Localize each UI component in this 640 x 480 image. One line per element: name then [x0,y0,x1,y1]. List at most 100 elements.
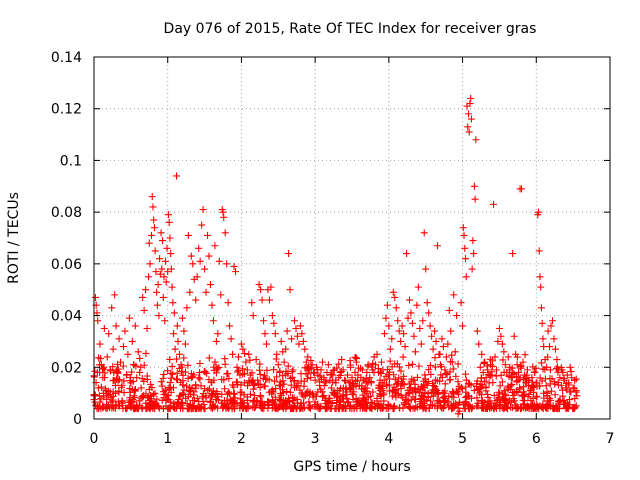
data-point [405,296,413,304]
baseline-point [572,402,580,410]
data-point [394,317,402,325]
data-point [453,312,461,320]
data-point [497,332,505,340]
data-point [164,211,172,219]
data-point [377,358,385,366]
data-point [571,376,579,384]
data-point [416,325,424,332]
baseline-point [470,386,478,394]
baseline-point [390,371,398,379]
baseline-point [433,377,441,385]
data-point [268,312,276,320]
data-point [425,309,433,317]
data-point [111,291,119,299]
baseline-point [326,394,334,402]
data-point [193,273,201,281]
data-point [94,317,102,325]
baseline-point [131,387,139,395]
data-point [461,244,469,252]
baseline-point [131,404,139,412]
chart-title: Day 076 of 2015, Rate Of TEC Index for r… [164,21,537,37]
data-point [276,368,284,376]
data-point [156,255,164,263]
baseline-point [279,397,287,405]
baseline-point [249,398,257,406]
baseline-point [184,361,192,369]
baseline-point [397,392,405,400]
data-point [385,322,393,330]
baseline-point [344,398,352,406]
data-point [544,327,552,335]
data-point [146,260,154,268]
data-point [456,407,464,415]
baseline-point [559,392,567,400]
y-tick-label: 0.04 [51,309,82,325]
baseline-point [395,374,403,382]
data-point [262,340,270,348]
baseline-point [138,375,146,383]
data-point [112,322,120,330]
baseline-point [405,380,413,388]
baseline-point [246,356,254,364]
baseline-point [405,397,413,405]
baseline-point [542,382,550,390]
baseline-point [441,395,449,403]
baseline-point [433,404,441,412]
baseline-point [225,375,233,383]
data-point [274,361,282,369]
baseline-point [468,405,476,413]
baseline-point [169,370,177,378]
data-point [478,350,486,358]
data-point [147,231,155,239]
baseline-point [192,384,200,392]
data-point [475,340,483,348]
data-point [302,358,310,366]
baseline-point [102,404,110,412]
data-point [447,327,455,335]
data-point [305,366,313,374]
baseline-point [397,367,405,375]
baseline-point [273,373,281,381]
data-point [249,312,257,320]
data-points [90,94,581,418]
data-point [559,368,567,376]
baseline-point [223,370,231,378]
baseline-point [93,368,101,376]
data-point [431,327,439,335]
baseline-point [179,371,187,379]
baseline-point [449,365,457,373]
data-point [488,371,496,379]
data-point [388,335,396,343]
data-point [436,361,444,369]
data-point [426,322,434,330]
data-point [211,242,219,250]
baseline-point [225,388,233,396]
baseline-point [136,354,144,362]
data-point [367,379,375,387]
data-point [106,366,114,374]
data-point [531,368,539,376]
baseline-point [251,403,259,411]
data-point [242,358,250,366]
data-point [543,363,551,371]
data-point [380,330,388,338]
baseline-point [231,405,239,413]
baseline-point [488,357,496,365]
baseline-point [99,365,107,373]
baseline-point [290,377,298,385]
data-point [239,345,247,353]
data-point [252,356,260,364]
baseline-point [172,375,180,383]
axis-ticks [93,56,611,420]
baseline-point [462,370,470,378]
baseline-point [241,350,249,358]
baseline-point [566,401,574,409]
data-point [539,335,547,343]
baseline-point [284,362,292,370]
data-point [546,343,554,351]
baseline-point [296,386,304,394]
baseline-point [535,382,543,390]
data-point [439,343,447,351]
baseline-point [201,368,209,376]
data-point [326,376,334,384]
